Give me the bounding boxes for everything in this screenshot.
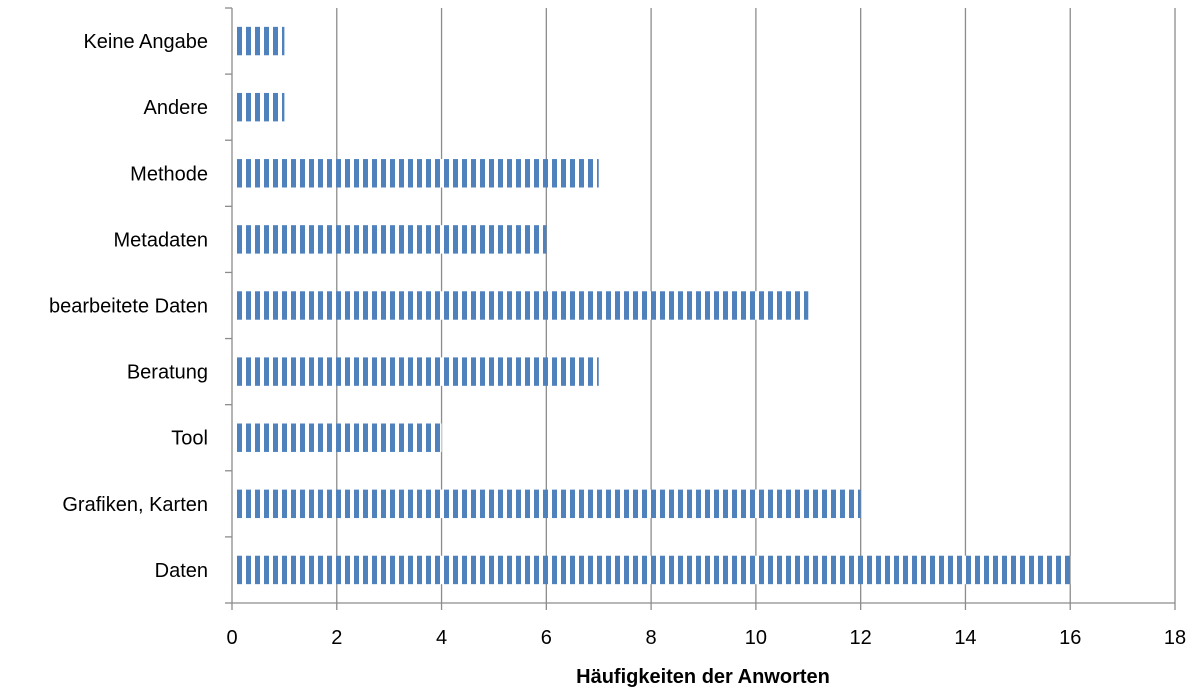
x-tick-label: 4 (436, 627, 447, 649)
x-tick-label: 12 (850, 627, 872, 649)
category-label: bearbeitete Daten (49, 296, 208, 318)
category-label: Tool (171, 428, 208, 450)
category-label: Methode (130, 163, 208, 185)
x-tick-label: 2 (331, 627, 342, 649)
bar (236, 92, 285, 122)
category-label: Metadaten (113, 229, 208, 251)
bar (236, 26, 285, 56)
x-tick-label: 16 (1059, 627, 1081, 649)
x-tick-label: 8 (646, 627, 657, 649)
bar (236, 291, 809, 320)
bar (236, 159, 599, 188)
axes (225, 7, 1176, 610)
x-tick-label: 14 (954, 627, 976, 649)
bars (236, 26, 1071, 585)
category-label: Grafiken, Karten (62, 494, 208, 516)
x-tick-labels: 0 2 4 6 8 10 12 14 16 18 (226, 627, 1186, 649)
bar (236, 555, 1071, 585)
category-labels: Daten Grafiken, Karten Tool Beratung bearbei… (49, 31, 208, 582)
x-tick-label: 18 (1164, 627, 1186, 649)
category-label: Keine Angabe (83, 31, 208, 53)
x-tick-label: 10 (745, 627, 767, 649)
category-label: Daten (155, 560, 208, 582)
category-label: Beratung (127, 362, 208, 384)
bar (236, 225, 547, 254)
category-label: Andere (144, 97, 209, 119)
x-tick-label: 6 (541, 627, 552, 649)
x-axis-title: Häufigkeiten der Anworten (576, 666, 830, 688)
bar (236, 423, 442, 452)
x-tick-label: 0 (226, 627, 237, 649)
bar (236, 357, 599, 386)
bar (236, 489, 861, 519)
